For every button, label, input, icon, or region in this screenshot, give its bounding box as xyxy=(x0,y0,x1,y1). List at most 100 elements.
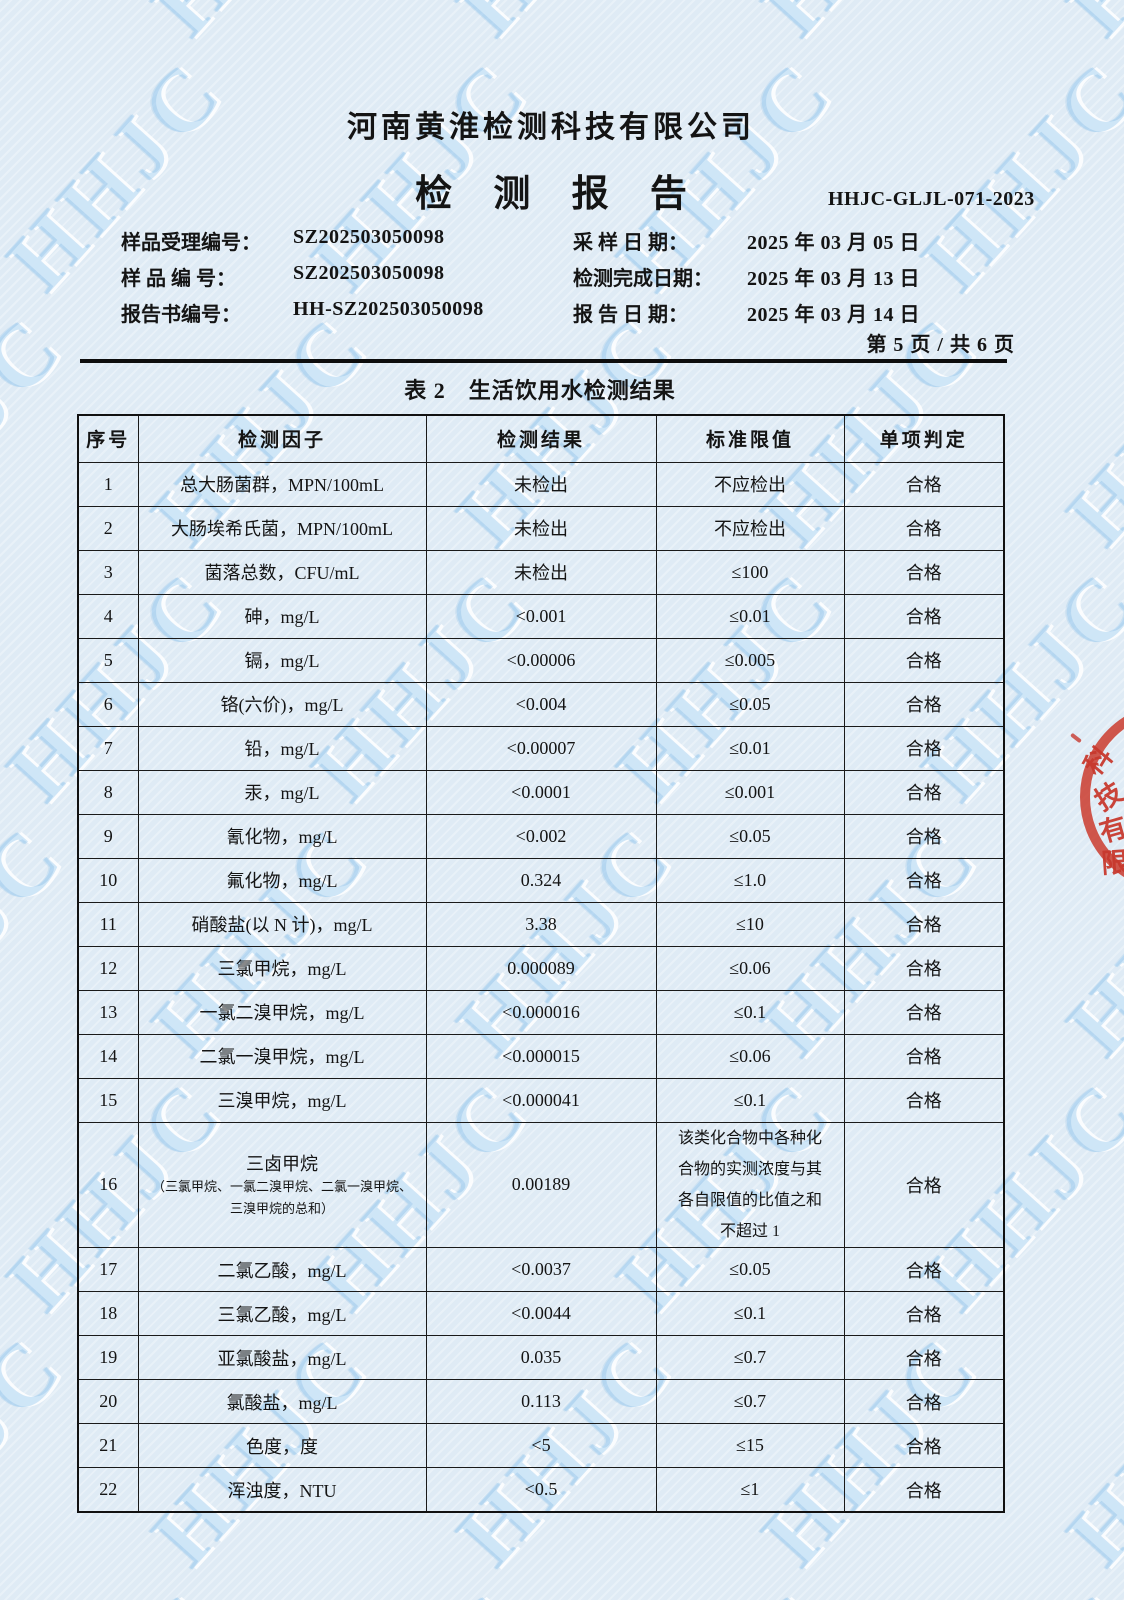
limit-cell: ≤15 xyxy=(655,1423,845,1469)
row-number-cell: 7 xyxy=(77,725,139,771)
field-label: 检测完成日期： xyxy=(573,268,713,290)
result-cell: 0.324 xyxy=(425,857,657,903)
page-indicator: 第 5 页 / 共 6 页 xyxy=(866,334,1015,356)
field-value: 2025 年 03 月 14 日 xyxy=(747,304,920,326)
verdict-cell: 合格 xyxy=(843,505,1005,551)
factor-cell: 三氯乙酸，mg/L xyxy=(137,1291,427,1337)
field-value: 2025 年 03 月 13 日 xyxy=(747,268,920,290)
field-sample-no: 样 品 编 号： SZ202503050098 xyxy=(121,262,444,291)
result-cell: 3.38 xyxy=(425,901,657,947)
factor-name: 三卤甲烷 xyxy=(246,1154,318,1175)
factor-name: 三氯甲烷，mg/L xyxy=(217,959,347,979)
table-row: 13 一氯二溴甲烷，mg/L <0.000016 ≤0.1 合格 xyxy=(77,989,1005,1035)
limit-cell: ≤0.1 xyxy=(655,989,845,1035)
verdict-cell: 合格 xyxy=(843,1291,1005,1337)
result-cell: <0.5 xyxy=(425,1467,657,1513)
row-number-cell: 13 xyxy=(77,989,139,1035)
factor-cell: 砷，mg/L xyxy=(137,593,427,639)
factor-name: 铬(六价)，mg/L xyxy=(220,695,344,715)
row-number-cell: 11 xyxy=(77,901,139,947)
row-number-cell: 15 xyxy=(77,1077,139,1123)
factor-cell: 色度，度 xyxy=(137,1423,427,1469)
limit-cell: ≤0.01 xyxy=(655,593,845,639)
factor-name: 三氯乙酸，mg/L xyxy=(217,1304,347,1325)
factor-cell: 浑浊度，NTU xyxy=(137,1467,427,1513)
table-row: 14 二氯一溴甲烷，mg/L <0.000015 ≤0.06 合格 xyxy=(77,1033,1005,1079)
factor-name: 硝酸盐(以 N 计)，mg/L xyxy=(191,915,373,935)
limit-cell: ≤1.0 xyxy=(655,857,845,903)
factor-name: 氟化物，mg/L xyxy=(226,871,338,891)
limit-cell: ≤0.06 xyxy=(655,945,845,991)
table-row: 18 三氯乙酸，mg/L <0.0044 ≤0.1 合格 xyxy=(77,1291,1005,1337)
row-number-cell: 17 xyxy=(77,1247,139,1293)
factor-cell: 亚氯酸盐，mg/L xyxy=(137,1335,427,1381)
col-header-no: 序号 xyxy=(77,414,139,463)
result-cell: <0.002 xyxy=(425,813,657,859)
field-label: 样 品 编 号： xyxy=(121,268,236,290)
factor-note: （三氯甲烷、一氯二溴甲烷、二氯一溴甲烷、三溴甲烷的总和） xyxy=(151,1179,412,1216)
limit-cell: 不应检出 xyxy=(655,461,845,507)
row-number-cell: 22 xyxy=(77,1467,139,1513)
verdict-cell: 合格 xyxy=(843,1247,1005,1293)
limit-cell: ≤0.06 xyxy=(655,1033,845,1079)
field-report-date: 报 告 日 期： 2025 年 03 月 14 日 xyxy=(573,298,920,327)
row-number-cell: 9 xyxy=(77,813,139,859)
field-sample-acceptance-no: 样品受理编号： SZ202503050098 xyxy=(121,226,444,255)
red-stamp: 科 技 有 限 xyxy=(1028,686,1124,918)
verdict-cell: 合格 xyxy=(843,637,1005,683)
result-cell: 0.000089 xyxy=(425,945,657,991)
stamp-mark xyxy=(1070,732,1082,744)
result-cell: <0.000041 xyxy=(425,1077,657,1123)
limit-cell: ≤0.001 xyxy=(655,769,845,815)
table-row: 8 汞，mg/L <0.0001 ≤0.001 合格 xyxy=(77,769,1005,815)
table-row: 1 总大肠菌群，MPN/100mL 未检出 不应检出 合格 xyxy=(77,461,1005,507)
limit-cell: 不应检出 xyxy=(655,505,845,551)
factor-cell: 硝酸盐(以 N 计)，mg/L xyxy=(137,901,427,947)
col-header-factor: 检测因子 xyxy=(137,414,427,463)
verdict-cell: 合格 xyxy=(843,989,1005,1035)
divider-rule xyxy=(80,359,1007,363)
table-row: 20 氯酸盐，mg/L 0.113 ≤0.7 合格 xyxy=(77,1379,1005,1425)
results-table: 序号 检测因子 检测结果 标准限值 单项判定 1 总大肠菌群，MPN/100mL 未… xyxy=(77,414,1005,1513)
col-header-limit: 标准限值 xyxy=(655,414,845,463)
factor-name: 二氯一溴甲烷，mg/L xyxy=(199,1047,365,1067)
factor-cell: 二氯一溴甲烷，mg/L xyxy=(137,1033,427,1079)
factor-name: 氯酸盐，mg/L xyxy=(226,1392,338,1413)
verdict-cell: 合格 xyxy=(843,813,1005,859)
row-number-cell: 19 xyxy=(77,1335,139,1381)
factor-name: 砷，mg/L xyxy=(244,607,320,627)
factor-cell: 三溴甲烷，mg/L xyxy=(137,1077,427,1123)
verdict-cell: 合格 xyxy=(843,549,1005,595)
limit-cell: ≤0.05 xyxy=(655,681,845,727)
result-cell: <0.001 xyxy=(425,593,657,639)
field-label: 报告书编号： xyxy=(121,304,241,326)
company-name: 河南黄淮检测科技有限公司 xyxy=(347,111,755,144)
table-row: 5 镉，mg/L <0.00006 ≤0.005 合格 xyxy=(77,637,1005,683)
factor-name: 镉，mg/L xyxy=(244,651,320,671)
table-row: 16 三卤甲烷 （三氯甲烷、一氯二溴甲烷、二氯一溴甲烷、三溴甲烷的总和） 0.0018… xyxy=(77,1121,1005,1249)
factor-cell: 氯酸盐，mg/L xyxy=(137,1379,427,1425)
verdict-cell: 合格 xyxy=(843,857,1005,903)
row-number-cell: 4 xyxy=(77,593,139,639)
row-number-cell: 2 xyxy=(77,505,139,551)
result-cell: 0.113 xyxy=(425,1379,657,1425)
table-row: 22 浑浊度，NTU <0.5 ≤1 合格 xyxy=(77,1467,1005,1513)
result-cell: <0.0001 xyxy=(425,769,657,815)
factor-cell: 三氯甲烷，mg/L xyxy=(137,945,427,991)
table-row: 21 色度，度 <5 ≤15 合格 xyxy=(77,1423,1005,1469)
result-cell: <0.00007 xyxy=(425,725,657,771)
factor-cell: 镉，mg/L xyxy=(137,637,427,683)
table-row: 19 亚氯酸盐，mg/L 0.035 ≤0.7 合格 xyxy=(77,1335,1005,1381)
table-title: 表 2 生活饮用水检测结果 xyxy=(404,378,676,403)
row-number-cell: 12 xyxy=(77,945,139,991)
result-cell: 0.00189 xyxy=(425,1121,657,1249)
factor-name: 菌落总数，CFU/mL xyxy=(204,563,360,583)
verdict-cell: 合格 xyxy=(843,1335,1005,1381)
factor-name: 浑浊度，NTU xyxy=(227,1480,337,1501)
factor-cell: 三卤甲烷 （三氯甲烷、一氯二溴甲烷、二氯一溴甲烷、三溴甲烷的总和） xyxy=(137,1121,427,1249)
row-number-cell: 16 xyxy=(77,1121,139,1249)
factor-name: 二氯乙酸，mg/L xyxy=(217,1260,347,1281)
table-row: 6 铬(六价)，mg/L <0.004 ≤0.05 合格 xyxy=(77,681,1005,727)
factor-cell: 铬(六价)，mg/L xyxy=(137,681,427,727)
limit-cell: ≤0.05 xyxy=(655,1247,845,1293)
